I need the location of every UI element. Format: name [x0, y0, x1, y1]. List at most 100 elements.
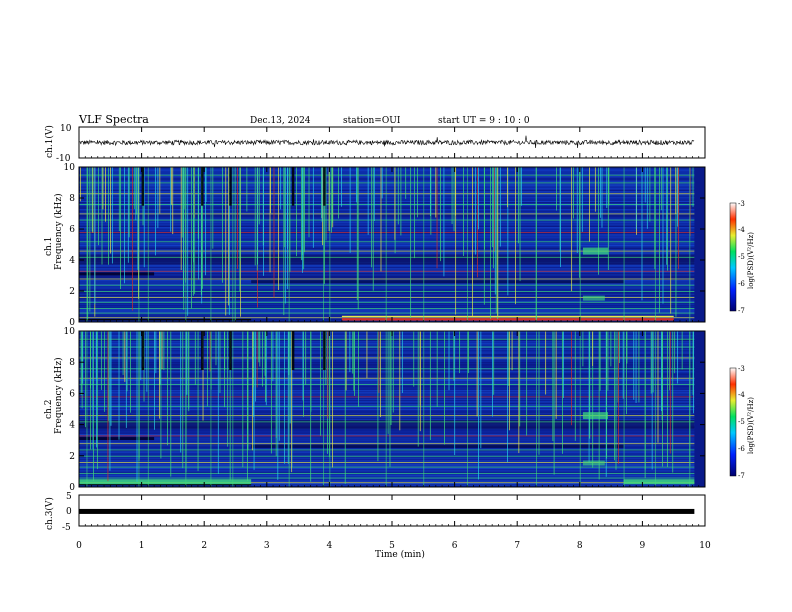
sferic-streak	[102, 167, 104, 210]
spectral-line	[79, 200, 695, 202]
sferic-streak	[209, 331, 211, 372]
ch1-colorbar: -3 -4 -5 -6 -7 log(PSD)(V²/Hz)	[729, 200, 755, 315]
time-axis: 0 1 2 3 4 5 6 7 8 9 10	[76, 127, 711, 551]
gap	[229, 167, 232, 206]
spectral-line	[79, 207, 695, 209]
spectral-line	[79, 462, 695, 464]
sferic-streak	[324, 167, 325, 284]
spectral-line	[79, 481, 695, 483]
ch2-cb-tick-4: -4	[738, 391, 745, 399]
sferic-streak	[413, 331, 415, 387]
sferic-streak	[305, 331, 307, 385]
spectral-line	[79, 229, 695, 231]
sferic-streak	[400, 167, 402, 236]
sferic-streak	[302, 167, 303, 273]
spectral-line	[79, 400, 695, 402]
sferic-streak	[205, 167, 206, 276]
sferic-column	[654, 167, 656, 322]
sferic-streak	[599, 331, 601, 391]
spectral-line	[79, 447, 695, 449]
spectral-line	[79, 468, 695, 469]
sferic-streak	[304, 167, 305, 253]
sferic-streak	[392, 331, 394, 413]
sferic-streak	[242, 331, 244, 468]
spectral-line	[79, 314, 695, 316]
sferic-streak	[508, 331, 510, 386]
sferic-streak	[140, 331, 142, 380]
ch3-waveform-line	[79, 508, 695, 514]
sferic-streak	[507, 331, 508, 463]
spectral-line	[79, 187, 695, 189]
sferic-streak	[110, 167, 111, 254]
sferic-column	[210, 331, 212, 487]
spectral-line	[79, 167, 695, 169]
sferic-streak	[399, 331, 401, 431]
sferic-streak	[91, 167, 93, 232]
sferic-streak	[192, 167, 194, 296]
sferic-streak	[127, 167, 129, 263]
sferic-streak	[614, 331, 615, 461]
tone-line	[79, 338, 695, 340]
gap	[201, 331, 204, 370]
spectral-line	[79, 269, 695, 271]
spectral-line	[79, 452, 695, 454]
spectral-line	[79, 402, 695, 403]
spectral-line	[79, 371, 695, 373]
sferic-streak	[92, 331, 94, 481]
sferic-streak	[85, 331, 86, 428]
sferic-streak	[186, 331, 188, 395]
sferic-streak	[672, 331, 674, 473]
sferic-streak	[283, 167, 285, 316]
tone-line	[79, 346, 695, 348]
spectral-line	[79, 390, 695, 392]
spectral-line	[79, 406, 695, 408]
sferic-streak	[163, 331, 165, 371]
tone-line	[79, 405, 695, 407]
time-tick-label: 8	[577, 541, 583, 551]
sferic-column	[385, 331, 387, 487]
frequency-tick-label: 0	[69, 318, 75, 328]
spectral-line	[79, 211, 695, 212]
sferic-streak	[618, 331, 620, 364]
sferic-column	[138, 331, 140, 487]
spectral-line	[79, 384, 695, 386]
time-tick-label: 1	[139, 541, 145, 551]
sferic-streak	[182, 331, 184, 469]
tone-line	[79, 477, 695, 479]
sferic-streak	[328, 167, 330, 231]
spectral-line	[79, 205, 695, 207]
sferic-streak	[158, 331, 160, 419]
tone-line	[79, 482, 695, 484]
spectral-line	[79, 485, 695, 487]
blob	[582, 295, 605, 301]
sferic-column	[329, 167, 331, 322]
sferic-streak	[137, 167, 139, 270]
ch3-waveform-panel: 5 0 -5 ch.3(V)	[44, 492, 706, 533]
sferic-streak	[258, 331, 260, 363]
spectral-line	[79, 196, 695, 198]
sferic-column	[86, 331, 88, 487]
frequency-tick-label: 6	[69, 225, 75, 235]
tone-line	[79, 174, 695, 176]
sferic-streak	[667, 167, 668, 271]
time-tick-label: 7	[514, 541, 520, 551]
time-axis-label: Time (min)	[375, 549, 425, 560]
sferic-streak	[610, 331, 612, 367]
sferic-streak	[118, 331, 120, 440]
sferic-streak	[256, 331, 258, 388]
spectral-line	[79, 463, 695, 465]
sferic-streak	[265, 331, 267, 406]
spectral-line	[79, 171, 695, 173]
sferic-column	[689, 167, 691, 322]
spectral-line	[79, 460, 695, 461]
sferic-streak	[644, 167, 646, 203]
spectral-line	[79, 478, 695, 480]
spectral-line	[79, 287, 695, 289]
tone-line	[79, 250, 695, 252]
sferic-streak	[592, 331, 594, 366]
sferic-streak	[191, 167, 192, 309]
spectral-line	[79, 468, 695, 470]
figure-title: VLF Spectra	[78, 113, 149, 126]
spectral-line	[79, 382, 695, 383]
sferic-streak	[492, 331, 493, 417]
